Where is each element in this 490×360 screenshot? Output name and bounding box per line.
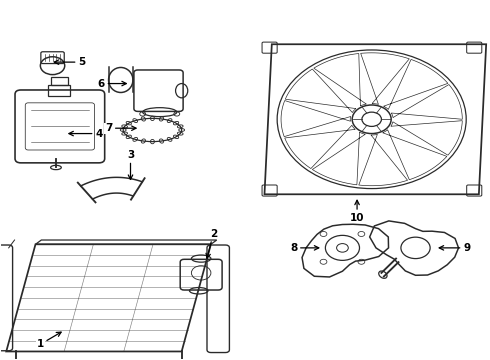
Text: 9: 9: [439, 243, 470, 253]
Text: 10: 10: [350, 200, 364, 222]
Text: 5: 5: [54, 57, 85, 67]
Text: 3: 3: [127, 150, 134, 179]
Polygon shape: [81, 177, 142, 199]
Bar: [48, 85, 70, 96]
Text: 1: 1: [37, 332, 61, 349]
Text: 6: 6: [98, 78, 126, 89]
Text: 8: 8: [290, 243, 319, 253]
Bar: [50, 77, 68, 85]
Text: 7: 7: [105, 123, 136, 133]
Text: 4: 4: [69, 129, 102, 139]
Text: 2: 2: [206, 229, 217, 258]
